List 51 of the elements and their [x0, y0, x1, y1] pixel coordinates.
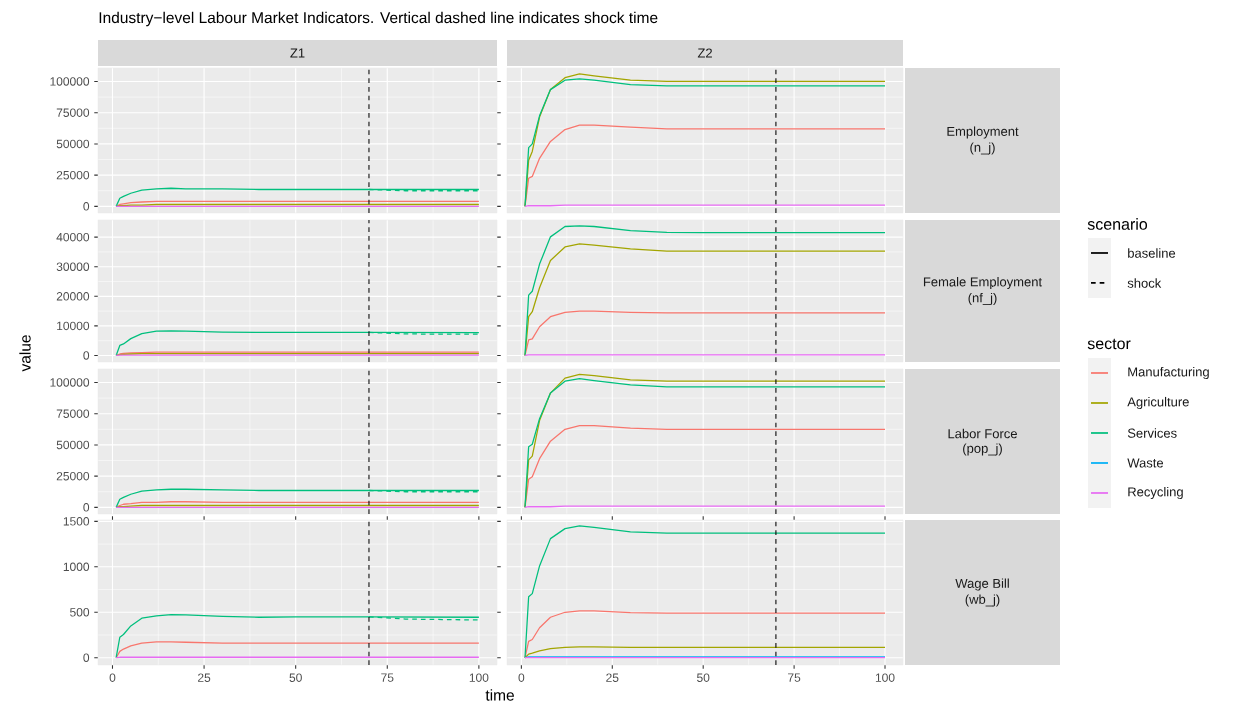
x-tick-label: 50: [697, 673, 710, 682]
text: Employment: [947, 126, 1019, 139]
y-tick-label: 0: [83, 653, 90, 662]
legend-label: Waste: [1127, 458, 1164, 468]
y-tick-label: 50000: [56, 440, 90, 450]
legend-label: Manufacturing: [1128, 366, 1209, 380]
y-tick-label: 75000: [56, 108, 90, 117]
text: value: [19, 335, 31, 372]
legend-title: scenario: [1087, 218, 1148, 230]
y-tick-label: 1000: [63, 562, 90, 572]
text: (pop_j): [963, 443, 1002, 456]
y-tick-label: 0: [83, 202, 90, 211]
x-tick-label: 25: [198, 673, 211, 682]
chart-title: Z2: [697, 48, 712, 58]
x-tick-label: 0: [518, 673, 525, 682]
chart-title: Z1: [290, 48, 305, 58]
legend-label: baseline: [1128, 248, 1176, 258]
y-tick-label: 100000: [50, 77, 90, 86]
x-tick-label: 75: [381, 673, 394, 682]
y-tick-label: 500: [70, 608, 90, 617]
x-tick-label: 25: [606, 673, 619, 682]
y-tick-label: 100000: [50, 378, 90, 387]
text: (wb_j): [965, 594, 1000, 607]
legend-title: sector: [1087, 338, 1131, 350]
y-tick-label: 25000: [56, 170, 90, 180]
x-tick-label: 50: [289, 673, 302, 682]
x-tick-label: 75: [788, 673, 801, 682]
y-tick-label: 0: [83, 503, 90, 512]
y-tick-label: 20000: [56, 292, 90, 301]
y-tick-label: 50000: [56, 139, 90, 149]
legend-label: Agriculture: [1127, 396, 1189, 410]
x-tick-label: 0: [109, 673, 116, 682]
legend-label: shock: [1127, 278, 1162, 288]
text: time: [485, 689, 514, 701]
text: Female Employment: [923, 276, 1042, 290]
text: Industry−level Labour Market Indicators. Vertical dashed line indicates shock time: [99, 11, 658, 27]
y-tick-label: 25000: [56, 471, 90, 481]
text: Wage Bill: [955, 578, 1009, 591]
legend-label: Services: [1127, 428, 1177, 438]
text: (nf_j): [968, 292, 997, 306]
y-tick-label: 75000: [56, 409, 90, 418]
y-tick-label: 1500: [63, 517, 90, 526]
y-tick-label: 10000: [57, 321, 90, 331]
x-tick-label: 100: [875, 673, 895, 682]
x-tick-label: 100: [469, 673, 489, 682]
y-tick-label: 30000: [56, 262, 90, 271]
legend-label: Recycling: [1128, 486, 1183, 500]
y-tick-label: 0: [83, 351, 90, 360]
y-tick-label: 40000: [56, 232, 90, 242]
text: (n_j): [970, 142, 995, 155]
text: Labor Force: [948, 428, 1017, 439]
